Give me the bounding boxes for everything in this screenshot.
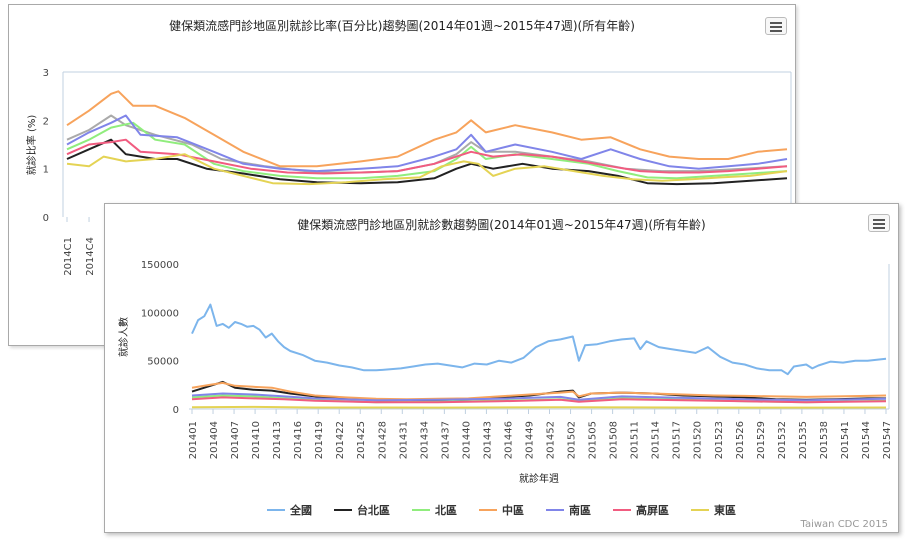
visits-x-tick-label: 201505 — [588, 421, 599, 459]
visits-x-tick-label: 201422 — [335, 421, 346, 459]
legend-label: 中區 — [502, 504, 524, 517]
ratio-x-ticks: 2014C1 2014C4 — [63, 217, 96, 276]
visits-x-tick-label: 201535 — [798, 421, 809, 459]
visits-x-ticks: 201401 201404 201407 201410 201413 201416 2014… — [188, 409, 893, 459]
ratio-y-tick-label: 1 — [43, 165, 49, 176]
visits-x-tick-label: 201419 — [314, 421, 325, 459]
legend-swatch — [334, 509, 352, 511]
ratio-x-tick-label: 2014C1 — [63, 237, 74, 276]
visits-x-tick-label: 201401 — [188, 421, 199, 459]
ratio-y-tick-label: 2 — [43, 116, 49, 127]
legend-label: 全國 — [290, 504, 312, 517]
ratio-y-tick-label: 0 — [43, 213, 49, 224]
legend-item-series-1[interactable]: 台北區 — [334, 502, 390, 518]
legend-item-series-2[interactable]: 北區 — [412, 502, 457, 518]
legend-label: 北區 — [435, 504, 457, 517]
visits-x-tick-label: 201452 — [546, 421, 557, 459]
ratio-chart-svg: 就診比率 (%) 0 1 2 3 2014C1 2014C4 — [25, 68, 792, 276]
ratio-y-axis-title: 就診比率 (%) — [25, 115, 38, 176]
visits-x-tick-label: 201440 — [461, 421, 472, 459]
visits-line-series-0 — [191, 303, 887, 376]
visits-x-tick-label: 201529 — [756, 421, 767, 459]
visits-x-tick-label: 201508 — [609, 421, 620, 459]
visits-x-tick-label: 201544 — [861, 421, 872, 459]
visits-x-tick-label: 201413 — [272, 421, 283, 459]
legend-label: 台北區 — [357, 504, 390, 517]
visits-y-tick-label: 50000 — [147, 357, 179, 368]
visits-y-ticks: 0 50000 100000 150000 — [141, 260, 179, 416]
visits-x-tick-label: 201407 — [230, 421, 241, 459]
visits-x-tick-label: 201410 — [251, 421, 262, 459]
ratio-line-series-3 — [66, 90, 788, 168]
ili-visits-chart-panel: 健保類流感門診地區別就診數趨勢圖(2014年01週~2015年47週)(所有年齡… — [104, 203, 899, 533]
visits-x-tick-label: 201526 — [735, 421, 746, 459]
visits-x-tick-label: 201428 — [377, 421, 388, 459]
legend-item-series-6[interactable]: 東區 — [691, 502, 736, 518]
ratio-y-ticks: 0 1 2 3 — [43, 68, 49, 224]
visits-line-series-4 — [191, 392, 887, 402]
visits-x-tick-label: 201434 — [419, 421, 430, 459]
visits-x-tick-label: 201425 — [356, 421, 367, 459]
legend-label: 高屏區 — [636, 504, 669, 517]
legend-swatch — [267, 509, 285, 511]
visits-x-tick-label: 201431 — [398, 421, 409, 459]
hamburger-menu-icon — [770, 22, 782, 24]
visits-x-tick-label: 201443 — [482, 421, 493, 459]
visits-x-tick-label: 201514 — [651, 421, 662, 459]
visits-x-tick-label: 201547 — [882, 421, 893, 459]
legend-label: 東區 — [714, 504, 736, 517]
visits-y-tick-label: 150000 — [141, 260, 179, 271]
legend-swatch — [546, 509, 564, 511]
visits-line-series-5 — [191, 396, 887, 404]
legend-item-series-4[interactable]: 南區 — [546, 502, 591, 518]
legend-swatch — [412, 509, 430, 511]
ratio-y-tick-label: 3 — [43, 68, 49, 79]
visits-x-axis-title: 就診年週 — [519, 472, 559, 485]
visits-legend: 全國 台北區 北區 中區 南區 高屏區 東區 — [105, 502, 898, 518]
ratio-series-lines — [66, 90, 788, 186]
legend-swatch — [691, 509, 709, 511]
visits-line-series-6 — [191, 405, 887, 409]
visits-x-tick-label: 201541 — [840, 421, 851, 459]
visits-x-tick-label: 201511 — [630, 421, 641, 459]
visits-y-axis-title: 就診人數 — [117, 317, 130, 357]
visits-x-tick-label: 201446 — [503, 421, 514, 459]
visits-line-series-3 — [191, 381, 887, 401]
visits-x-tick-label: 201437 — [440, 421, 451, 459]
ratio-chart-menu-button[interactable] — [765, 17, 787, 35]
credits-text[interactable]: Taiwan CDC 2015 — [800, 519, 888, 530]
visits-chart-title: 健保類流感門診地區別就診數趨勢圖(2014年01週~2015年47週)(所有年齡… — [297, 218, 706, 232]
visits-series-lines — [191, 303, 887, 409]
legend-item-series-5[interactable]: 高屏區 — [613, 502, 669, 518]
visits-x-tick-label: 201404 — [209, 421, 220, 459]
visits-x-tick-label: 201502 — [567, 421, 578, 459]
hamburger-menu-icon — [873, 219, 885, 221]
legend-item-series-3[interactable]: 中區 — [479, 502, 524, 518]
ratio-line-series-6 — [66, 153, 788, 186]
ratio-chart-title: 健保類流感門診地區別就診比率(百分比)趨勢圖(2014年01週~2015年47週… — [169, 19, 635, 33]
visits-x-tick-label: 201517 — [672, 421, 683, 459]
visits-x-tick-label: 201520 — [693, 421, 704, 459]
legend-label: 南區 — [569, 504, 591, 517]
visits-x-tick-label: 201449 — [524, 421, 535, 459]
legend-item-series-0[interactable]: 全國 — [267, 502, 312, 518]
ratio-line-series-5 — [66, 138, 788, 175]
visits-x-tick-label: 201538 — [819, 421, 830, 459]
ratio-line-series-2 — [66, 121, 788, 180]
visits-y-tick-label: 0 — [173, 405, 179, 416]
visits-x-tick-label: 201416 — [293, 421, 304, 459]
ratio-line-series-4 — [66, 114, 788, 173]
visits-x-tick-label: 201532 — [777, 421, 788, 459]
visits-y-tick-label: 100000 — [141, 308, 179, 319]
legend-swatch — [613, 509, 631, 511]
ratio-x-tick-label: 2014C4 — [85, 237, 96, 276]
visits-chart-menu-button[interactable] — [868, 214, 890, 232]
visits-x-tick-label: 201523 — [714, 421, 725, 459]
legend-swatch — [479, 509, 497, 511]
